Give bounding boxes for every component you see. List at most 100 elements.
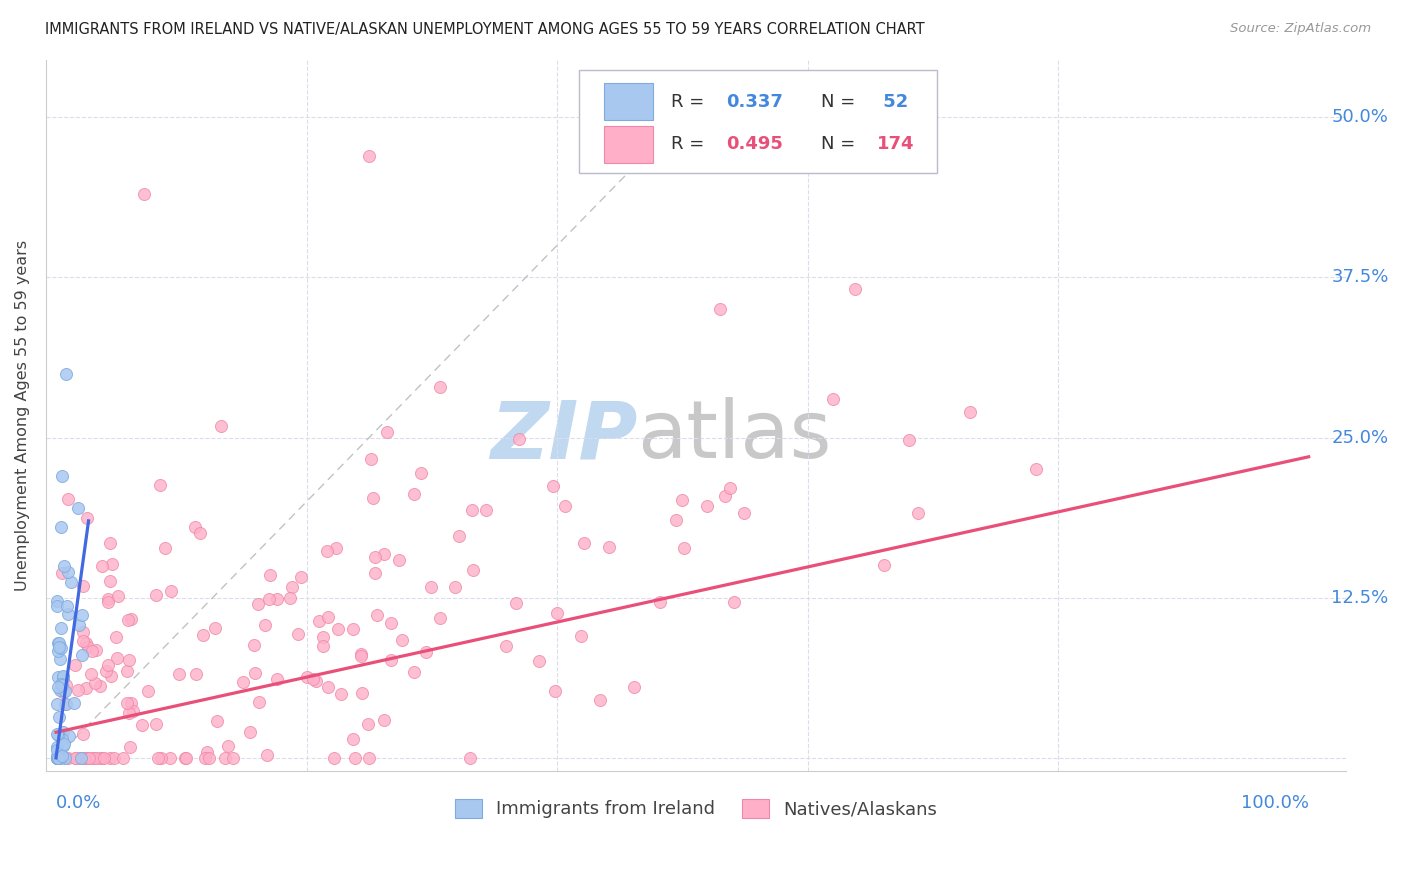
- Text: 50.0%: 50.0%: [1331, 108, 1388, 127]
- Point: [46, 742, 69, 756]
- Point: [257, 592, 280, 607]
- Point: [391, 632, 413, 647]
- Point: [574, 536, 596, 550]
- Point: [46, 593, 69, 607]
- Point: [243, 638, 266, 652]
- Point: [118, 652, 141, 666]
- Point: [696, 499, 718, 513]
- Point: [598, 540, 620, 554]
- Point: [70, 608, 93, 623]
- Point: [546, 606, 568, 620]
- Bar: [603, 126, 654, 162]
- Point: [232, 675, 254, 690]
- Point: [51, 566, 73, 581]
- Point: [160, 583, 183, 598]
- Point: [149, 751, 172, 765]
- Point: [444, 581, 467, 595]
- Point: [55, 367, 77, 381]
- Point: [52, 684, 75, 698]
- Point: [75, 681, 97, 695]
- Point: [388, 553, 411, 567]
- Point: [723, 595, 745, 609]
- Point: [67, 501, 90, 516]
- Point: [361, 491, 384, 506]
- Point: [65, 751, 87, 765]
- Point: [419, 580, 441, 594]
- Point: [411, 467, 433, 481]
- Point: [709, 302, 731, 317]
- Point: [80, 751, 103, 765]
- Point: [429, 611, 451, 625]
- Point: [63, 696, 86, 710]
- Point: [83, 676, 105, 690]
- Point: [51, 748, 73, 763]
- Point: [53, 697, 76, 711]
- Point: [73, 751, 96, 765]
- Point: [105, 630, 128, 644]
- Point: [461, 503, 484, 517]
- Point: [373, 713, 395, 727]
- Point: [821, 392, 844, 406]
- Point: [253, 617, 276, 632]
- Point: [72, 579, 94, 593]
- Point: [259, 568, 281, 582]
- Point: [58, 607, 80, 621]
- Point: [117, 665, 139, 679]
- Point: [46, 751, 69, 765]
- Text: 0.0%: 0.0%: [56, 794, 101, 812]
- Point: [149, 477, 172, 491]
- Point: [402, 487, 425, 501]
- Point: [97, 592, 120, 607]
- Point: [505, 596, 527, 610]
- Point: [146, 751, 169, 765]
- Point: [474, 503, 496, 517]
- Text: atlas: atlas: [637, 398, 832, 475]
- Point: [214, 751, 236, 765]
- Point: [373, 547, 395, 561]
- Point: [186, 666, 208, 681]
- Point: [131, 718, 153, 732]
- Point: [58, 729, 80, 743]
- Text: 12.5%: 12.5%: [1331, 589, 1389, 607]
- Text: N =: N =: [821, 93, 860, 111]
- Point: [198, 751, 221, 765]
- Point: [350, 686, 373, 700]
- Point: [290, 570, 312, 584]
- Point: [118, 739, 141, 754]
- Point: [89, 751, 111, 765]
- Point: [67, 617, 90, 632]
- Point: [460, 751, 482, 765]
- Point: [342, 732, 364, 747]
- Point: [145, 717, 167, 731]
- Point: [46, 751, 69, 765]
- Point: [217, 739, 239, 754]
- Point: [105, 650, 128, 665]
- Text: 174: 174: [877, 136, 914, 153]
- Text: 37.5%: 37.5%: [1331, 268, 1389, 286]
- Point: [222, 751, 245, 765]
- Point: [90, 559, 112, 574]
- Text: 25.0%: 25.0%: [1331, 428, 1388, 447]
- Point: [46, 739, 69, 754]
- Point: [527, 654, 550, 668]
- Point: [342, 622, 364, 636]
- Point: [447, 529, 470, 543]
- Point: [318, 681, 340, 695]
- Point: [278, 591, 301, 606]
- Point: [375, 425, 398, 439]
- Point: [316, 543, 339, 558]
- Point: [544, 684, 567, 698]
- Point: [80, 666, 103, 681]
- Point: [80, 644, 103, 658]
- Point: [415, 645, 437, 659]
- Point: [380, 616, 402, 631]
- Point: [51, 731, 73, 746]
- Point: [281, 580, 304, 594]
- Point: [623, 680, 645, 694]
- Point: [205, 714, 228, 728]
- Point: [49, 641, 72, 656]
- Text: R =: R =: [672, 136, 710, 153]
- Point: [359, 149, 381, 163]
- Point: [49, 751, 72, 765]
- Point: [97, 657, 120, 672]
